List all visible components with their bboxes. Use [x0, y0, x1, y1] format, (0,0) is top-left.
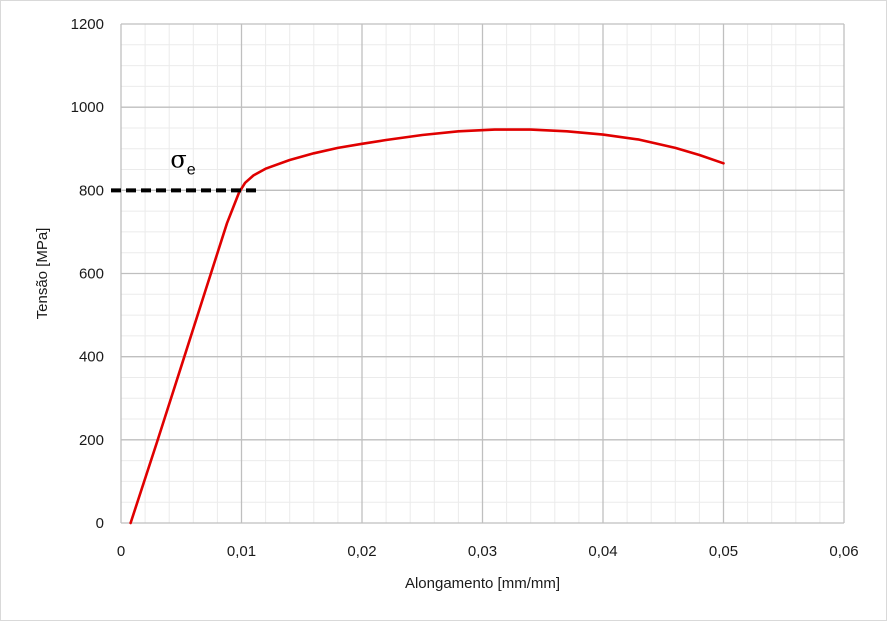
- annotation-layer: σe: [111, 146, 260, 193]
- sigma-subscript: e: [187, 162, 196, 179]
- y-axis-tick-labels: 0 200 400 600 800 1000 1200: [71, 16, 104, 532]
- x-tick-label: 0: [117, 543, 125, 560]
- x-tick-label: 0,06: [829, 543, 858, 560]
- x-tick-label: 0,01: [227, 543, 256, 560]
- sigma-symbol: σ: [170, 146, 186, 174]
- series-layer: [129, 128, 725, 525]
- y-tick-label: 400: [79, 349, 104, 366]
- x-tick-label: 0,05: [709, 543, 738, 560]
- y-tick-label: 1200: [71, 16, 104, 33]
- x-axis-title: Alongamento [mm/mm]: [405, 575, 560, 592]
- y-tick-label: 1000: [71, 99, 104, 116]
- x-tick-label: 0,03: [468, 543, 497, 560]
- y-tick-label: 200: [79, 432, 104, 449]
- y-tick-label: 800: [79, 182, 104, 199]
- x-axis-tick-labels: 0 0,01 0,02 0,03 0,04 0,05 0,06: [117, 543, 859, 560]
- y-tick-label: 0: [96, 515, 104, 532]
- yield-stress-label: σe: [170, 146, 195, 179]
- y-axis-title: Tensão [MPa]: [34, 228, 51, 320]
- x-tick-label: 0,04: [588, 543, 617, 560]
- x-tick-label: 0,02: [347, 543, 376, 560]
- stress-strain-curve: [129, 128, 725, 525]
- y-tick-label: 600: [79, 266, 104, 283]
- major-grid: [120, 23, 845, 524]
